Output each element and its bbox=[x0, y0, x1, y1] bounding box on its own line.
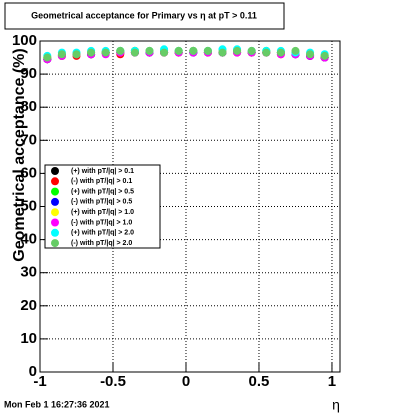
legend-marker bbox=[51, 239, 59, 248]
y-tick-label: 10 bbox=[20, 330, 37, 347]
data-point bbox=[189, 46, 198, 55]
legend-marker bbox=[51, 208, 59, 217]
x-tick-label: -0.5 bbox=[100, 373, 126, 390]
y-tick-label: 30 bbox=[20, 264, 37, 281]
data-point bbox=[87, 48, 96, 57]
data-point bbox=[233, 46, 242, 55]
data-point bbox=[145, 46, 154, 55]
x-tick-label: 0.5 bbox=[249, 373, 270, 390]
data-point bbox=[247, 46, 256, 55]
data-point bbox=[320, 51, 329, 60]
legend-marker bbox=[51, 167, 59, 175]
y-tick-label: 20 bbox=[20, 297, 37, 314]
data-point bbox=[57, 50, 66, 59]
legend-label: (+) with pT/|q| > 1.0 bbox=[71, 209, 134, 216]
y-tick-label: 0 bbox=[29, 363, 37, 380]
y-tick-label: 60 bbox=[20, 164, 37, 181]
legend-box bbox=[44, 164, 161, 249]
data-point bbox=[262, 48, 271, 57]
legend-label: (+) with pT/|q| > 2.0 bbox=[71, 230, 134, 237]
legend-label: (+) with pT/|q| > 0.5 bbox=[71, 188, 134, 195]
x-tick-label: -1 bbox=[33, 373, 46, 390]
data-point bbox=[276, 48, 285, 57]
legend-label: (-) with pT/|q| > 0.1 bbox=[71, 178, 132, 185]
y-tick-label: 100 bbox=[12, 32, 37, 49]
x-tick-label: 1 bbox=[328, 373, 336, 390]
legend-label: (-) with pT/|q| > 0.5 bbox=[71, 199, 132, 206]
data-point bbox=[101, 48, 110, 57]
timestamp: Mon Feb 1 16:27:36 2021 bbox=[4, 399, 110, 409]
data-point bbox=[174, 46, 183, 55]
title-box bbox=[4, 2, 285, 30]
data-point bbox=[116, 46, 125, 55]
y-tick-label: 90 bbox=[20, 65, 37, 82]
y-tick-label: 80 bbox=[20, 98, 37, 115]
data-point bbox=[72, 50, 81, 59]
legend-marker bbox=[51, 187, 59, 196]
plot-frame bbox=[39, 40, 341, 373]
legend-marker bbox=[51, 228, 59, 237]
y-tick-label: 50 bbox=[20, 197, 37, 214]
legend-label: (-) with pT/|q| > 1.0 bbox=[71, 219, 132, 226]
data-point bbox=[218, 48, 227, 57]
legend-marker bbox=[51, 218, 59, 227]
y-axis-label: Geometrical acceptance (%) bbox=[11, 48, 28, 261]
y-tick-label: 70 bbox=[20, 131, 37, 148]
legend-marker bbox=[51, 177, 59, 186]
data-point bbox=[291, 46, 300, 55]
y-tick-label: 40 bbox=[20, 231, 37, 248]
data-point bbox=[306, 50, 315, 59]
data-point bbox=[203, 46, 212, 55]
chart-title: Geometrical acceptance for Primary vs η … bbox=[31, 10, 257, 20]
data-point bbox=[43, 53, 52, 62]
data-point bbox=[130, 48, 139, 57]
legend-label: (-) with pT/|q| > 2.0 bbox=[71, 240, 132, 247]
x-axis-label: η bbox=[332, 397, 340, 413]
legend-marker bbox=[51, 197, 59, 206]
x-tick-label: 0 bbox=[182, 373, 190, 390]
data-point bbox=[160, 48, 169, 57]
legend-label: (+) with pT/|q| > 0.1 bbox=[71, 168, 134, 175]
